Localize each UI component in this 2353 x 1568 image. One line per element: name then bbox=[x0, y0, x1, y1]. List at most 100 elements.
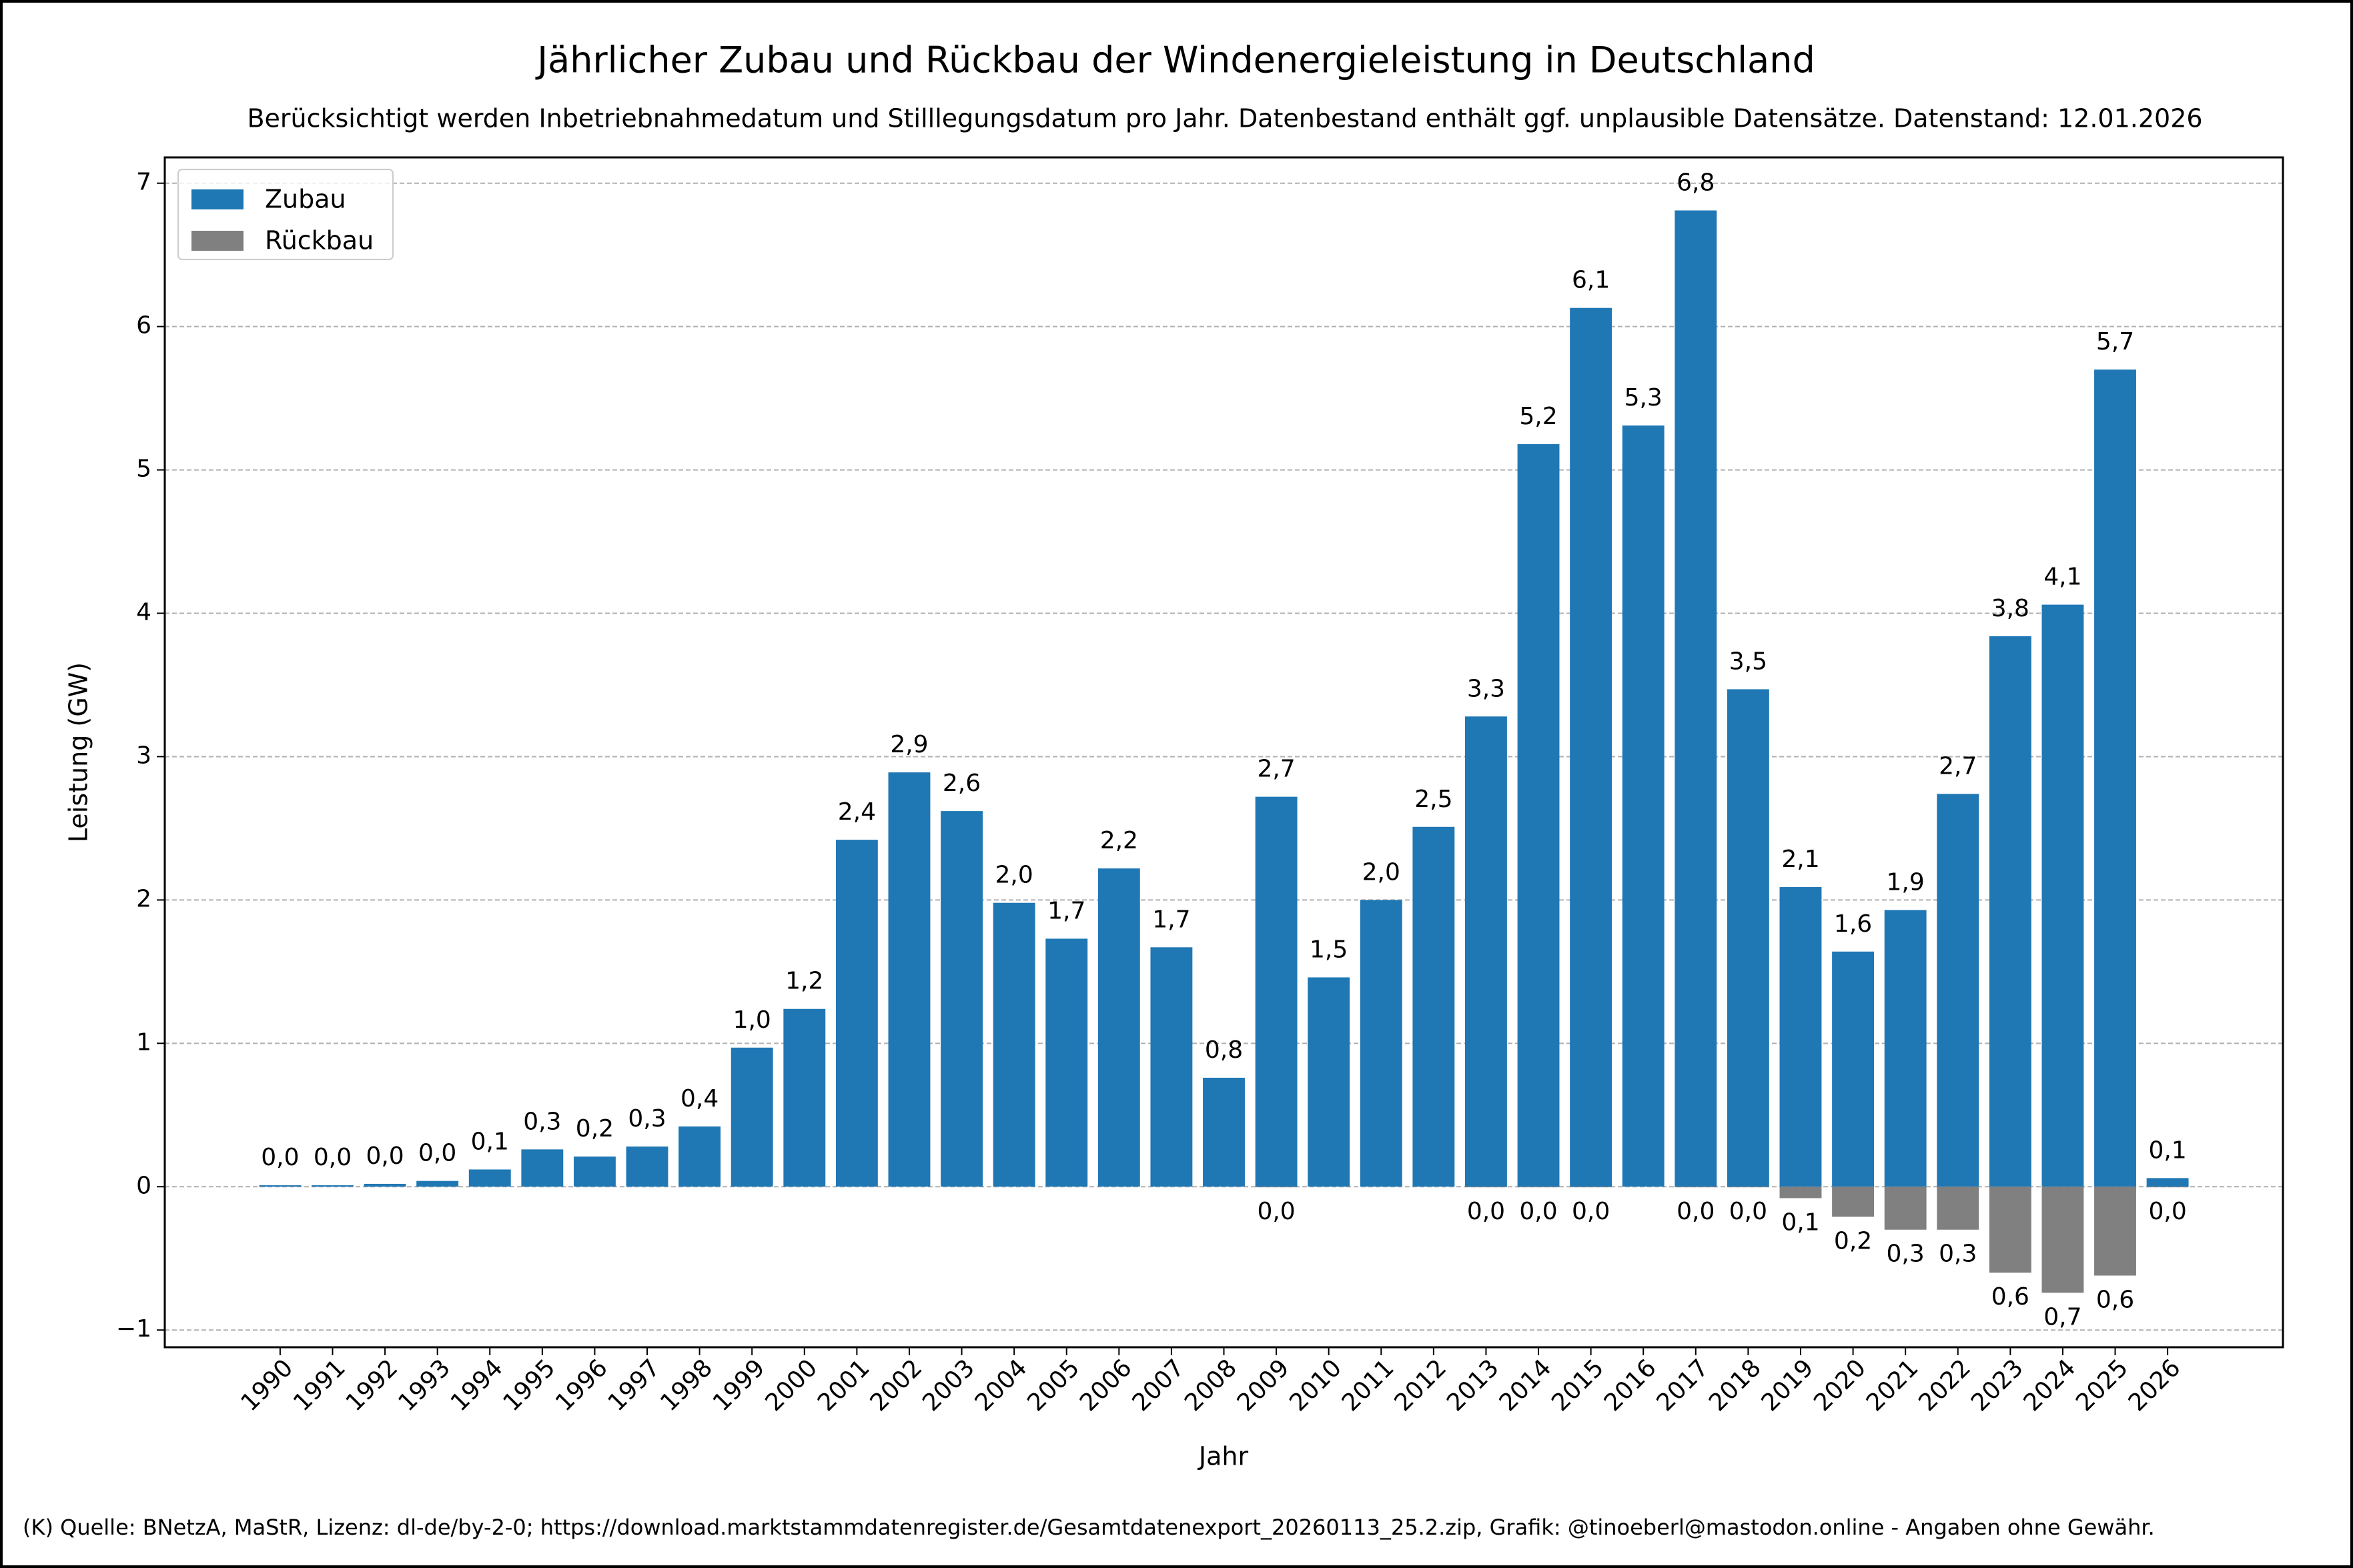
data-label: 1,6 bbox=[1834, 910, 1872, 938]
bar bbox=[1308, 977, 1350, 1187]
data-label: 2,7 bbox=[1939, 752, 1977, 780]
bar bbox=[731, 1047, 773, 1187]
data-label: 0,0 bbox=[366, 1142, 404, 1170]
data-label: 2,7 bbox=[1257, 756, 1295, 783]
data-label: 2,2 bbox=[1100, 827, 1138, 854]
bar bbox=[1097, 868, 1140, 1187]
bar bbox=[993, 902, 1035, 1187]
data-label: 2,6 bbox=[943, 770, 981, 797]
bar bbox=[312, 1185, 354, 1187]
data-label: 0,0 bbox=[261, 1144, 299, 1171]
bar bbox=[1937, 1187, 1979, 1230]
y-tick-label: 0 bbox=[136, 1172, 151, 1199]
data-label: 0,4 bbox=[680, 1085, 719, 1112]
data-label: 0,0 bbox=[1467, 1198, 1505, 1225]
data-label: 0,6 bbox=[2096, 1287, 2134, 1314]
data-label: 0,7 bbox=[2043, 1303, 2081, 1331]
bar bbox=[2094, 369, 2136, 1187]
data-label: 1,0 bbox=[733, 1006, 771, 1034]
bar bbox=[1884, 1187, 1927, 1230]
bar bbox=[1727, 689, 1769, 1187]
bar bbox=[1412, 826, 1455, 1187]
bar bbox=[888, 772, 931, 1187]
bar bbox=[783, 1008, 826, 1187]
bar bbox=[416, 1181, 459, 1187]
data-label: 5,2 bbox=[1519, 403, 1557, 430]
data-label: 0,2 bbox=[1834, 1227, 1872, 1255]
data-label: 2,9 bbox=[890, 731, 928, 758]
data-label: 0,3 bbox=[628, 1105, 666, 1132]
data-label: 0,3 bbox=[1939, 1241, 1977, 1268]
data-label: 3,8 bbox=[1991, 595, 2029, 622]
bar bbox=[1832, 1187, 1875, 1217]
data-label: 3,3 bbox=[1467, 675, 1505, 702]
bar bbox=[1989, 1187, 2031, 1273]
bar bbox=[1465, 716, 1507, 1187]
bar bbox=[2146, 1178, 2189, 1187]
data-label: 2,4 bbox=[838, 798, 876, 826]
data-label: 1,7 bbox=[1152, 906, 1190, 933]
data-label: 0,0 bbox=[1677, 1198, 1715, 1225]
x-axis-label: Jahr bbox=[1198, 1442, 1249, 1471]
data-label: 0,2 bbox=[576, 1115, 614, 1142]
data-label: 0,1 bbox=[2148, 1136, 2186, 1164]
data-label: 0,1 bbox=[471, 1128, 509, 1155]
bar bbox=[1517, 444, 1560, 1187]
bar bbox=[1884, 910, 1927, 1187]
data-label: 0,0 bbox=[2148, 1198, 2186, 1225]
bar bbox=[1779, 1187, 1822, 1199]
y-tick-label: 7 bbox=[136, 169, 151, 196]
data-label: 1,7 bbox=[1047, 897, 1085, 924]
bar bbox=[678, 1126, 721, 1187]
y-axis-label: Leistung (GW) bbox=[64, 662, 93, 842]
bar bbox=[1622, 425, 1665, 1187]
bar bbox=[941, 811, 983, 1187]
y-tick-label: 1 bbox=[136, 1028, 151, 1056]
data-label: 5,7 bbox=[2096, 328, 2134, 355]
data-label: 0,0 bbox=[1519, 1198, 1557, 1225]
data-label: 0,0 bbox=[1729, 1198, 1767, 1225]
legend-label: Rückbau bbox=[265, 226, 374, 255]
data-label: 0,1 bbox=[1781, 1209, 1819, 1236]
chart-subtitle: Berücksichtigt werden Inbetriebnahmedatu… bbox=[247, 104, 2202, 133]
data-label: 0,0 bbox=[418, 1140, 456, 1167]
bar bbox=[2041, 1187, 2084, 1293]
data-label: 4,1 bbox=[2043, 564, 2081, 591]
bar bbox=[1203, 1077, 1245, 1187]
data-label: 0,0 bbox=[314, 1144, 352, 1171]
data-label: 2,5 bbox=[1414, 786, 1452, 813]
data-label: 6,1 bbox=[1572, 267, 1610, 294]
legend-label: Zubau bbox=[265, 185, 346, 214]
bar bbox=[1937, 794, 1979, 1187]
data-label: 5,3 bbox=[1624, 384, 1663, 412]
bar bbox=[1150, 947, 1193, 1187]
y-tick-label: 6 bbox=[136, 312, 151, 339]
data-label: 0,8 bbox=[1205, 1036, 1243, 1064]
bar bbox=[468, 1169, 511, 1187]
data-label: 2,0 bbox=[995, 862, 1033, 889]
data-label: 0,0 bbox=[1257, 1198, 1295, 1225]
bar bbox=[1360, 900, 1402, 1187]
chart-title: Jährlicher Zubau und Rückbau der Windene… bbox=[535, 39, 1815, 81]
y-tick-label: 5 bbox=[136, 456, 151, 483]
bar bbox=[259, 1185, 302, 1187]
data-label: 0,0 bbox=[1572, 1198, 1610, 1225]
bar bbox=[573, 1156, 616, 1187]
footer: (K) Quelle: BNetzA, MaStR, Lizenz: dl-de… bbox=[23, 1515, 2155, 1540]
bar bbox=[1779, 887, 1822, 1187]
data-label: 0,3 bbox=[523, 1108, 561, 1135]
data-label: 1,2 bbox=[785, 968, 823, 995]
bar bbox=[521, 1149, 564, 1187]
data-label: 2,1 bbox=[1781, 846, 1819, 873]
bar bbox=[2041, 604, 2084, 1187]
bar bbox=[1675, 210, 1717, 1187]
data-label: 6,8 bbox=[1677, 169, 1715, 197]
y-tick-label: 4 bbox=[136, 599, 151, 626]
bar bbox=[1255, 796, 1298, 1187]
data-label: 0,6 bbox=[1991, 1283, 2029, 1311]
legend-swatch bbox=[191, 189, 244, 209]
bar bbox=[364, 1183, 406, 1187]
bar bbox=[1570, 307, 1612, 1187]
